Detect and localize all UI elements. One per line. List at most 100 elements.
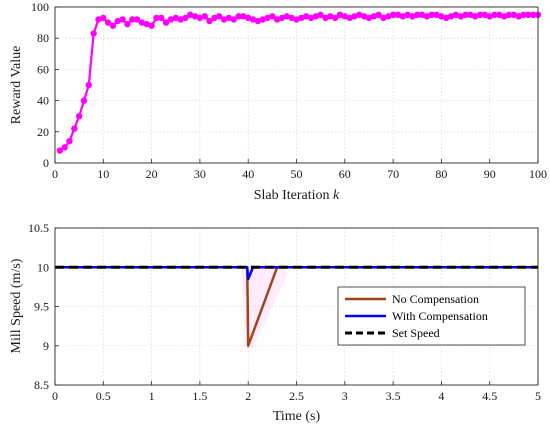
reward-data-point [80,97,88,104]
reward-data-point [245,14,252,22]
reward-x-tick-label: 90 [484,167,496,181]
reward-y-tick-label: 20 [37,125,49,139]
reward-data-point [235,13,242,20]
reward-data-point [211,14,218,22]
reward-data-point [172,14,179,22]
mill-speed-chart: 0 0.5 1 1.5 2 2.5 3 3.5 4 4.5 5 8.5 9 9.5 10 10.5 Time … [9,221,541,424]
reward-data-point [254,17,262,25]
reward-data-point [220,16,228,23]
mill-speed-x-tick-label: 4.5 [482,389,497,403]
reward-data-point [148,22,155,29]
reward-chart: 0 10 20 30 40 50 60 70 80 90 100 0 20 40 60 80 100 Slab … [9,0,547,203]
reward-x-tick-label: 0 [52,167,58,181]
reward-data-point [356,11,363,18]
reward-y-tick-label: 40 [37,94,49,108]
reward-data-point [119,16,126,23]
reward-data-point [496,11,503,18]
reward-data-point [370,13,377,20]
mill-speed-x-tick-label: 4 [438,389,444,403]
reward-x-axis-label: Slab Iteration k [254,188,340,203]
reward-data-point [312,13,320,20]
reward-data-point [394,11,402,18]
reward-y-tick-label: 80 [37,31,49,45]
reward-data-point [452,11,460,18]
reward-data-point [428,11,435,18]
legend: No Compensation With Compensation Set Sp… [337,286,526,346]
mill-speed-x-tick-label: 0 [52,389,58,403]
mill-speed-x-tick-label: 1 [149,389,155,403]
reward-data-point [230,16,237,23]
mill-speed-y-axis-label: Mill Speed (m/s) [9,258,24,353]
reward-data-point [264,14,271,22]
reward-data-point [476,11,484,18]
reward-data-point [399,13,406,20]
reward-data-point [510,11,518,18]
reward-data-point [71,125,78,132]
reward-data-point [302,13,310,20]
reward-data-point [346,14,353,22]
reward-data-point [467,11,474,18]
reward-tick-labels: 0 10 20 30 40 50 60 70 80 90 100 0 20 40 60 80 100 [31,0,547,181]
reward-y-tick-label: 60 [37,62,49,76]
reward-data-point [500,13,508,20]
mill-speed-x-tick-label: 3 [342,389,348,403]
reward-data-point [273,16,281,23]
reward-data-point [133,16,141,23]
reward-data-point [423,13,431,20]
legend-label-set-speed: Set Speed [392,326,440,340]
reward-x-tick-label: 30 [194,167,206,181]
reward-series [56,11,542,154]
mill-speed-y-tick-label: 8.5 [34,378,49,392]
reward-data-point [191,13,199,20]
reward-data-point [351,13,358,20]
reward-x-tick-label: 80 [435,167,447,181]
reward-data-point [109,22,117,29]
reward-x-tick-label: 40 [242,167,254,181]
reward-data-point [341,13,348,20]
reward-data-point [75,113,83,120]
reward-data-point [529,11,537,18]
reward-data-point [525,11,532,18]
legend-label-no-compensation: No Compensation [392,292,479,306]
reward-grid [55,7,538,163]
mill-speed-x-tick-label: 3.5 [386,389,401,403]
reward-data-point [206,17,213,25]
reward-data-point [278,14,286,22]
reward-data-point [56,147,64,154]
reward-data-point [385,13,392,20]
reward-data-point [307,14,315,22]
reward-data-point [317,11,324,18]
reward-data-point [481,11,489,18]
reward-data-point [433,11,440,18]
mill-speed-x-tick-label: 0.5 [96,389,111,403]
reward-data-point [138,19,146,26]
reward-data-point [293,16,300,23]
reward-data-point [240,13,247,20]
reward-data-point [167,16,175,23]
reward-x-tick-label: 10 [97,167,109,181]
reward-data-point [515,13,522,20]
reward-data-point [283,13,291,20]
reward-data-point [153,14,160,22]
transient-shading [241,265,287,349]
reward-data-point [365,14,373,22]
reward-data-point [225,14,233,22]
mill-speed-series [55,265,538,347]
reward-data-point [404,11,411,18]
reward-data-point [491,11,498,18]
mill-speed-x-axis-label: Time (s) [273,409,321,424]
reward-data-point [216,13,223,20]
reward-data-point [472,13,479,20]
reward-data-point [520,11,527,18]
reward-data-point [90,30,97,37]
reward-data-point [201,13,208,20]
reward-data-point [409,13,416,20]
reward-y-axis-label: Reward Value [9,46,24,125]
reward-data-point [336,11,344,18]
reward-y-tick-label: 100 [31,0,49,14]
reward-data-point [375,11,382,18]
mill-speed-x-tick-label: 1.5 [192,389,207,403]
transient-shade [241,265,287,349]
reward-data-point [288,14,295,22]
